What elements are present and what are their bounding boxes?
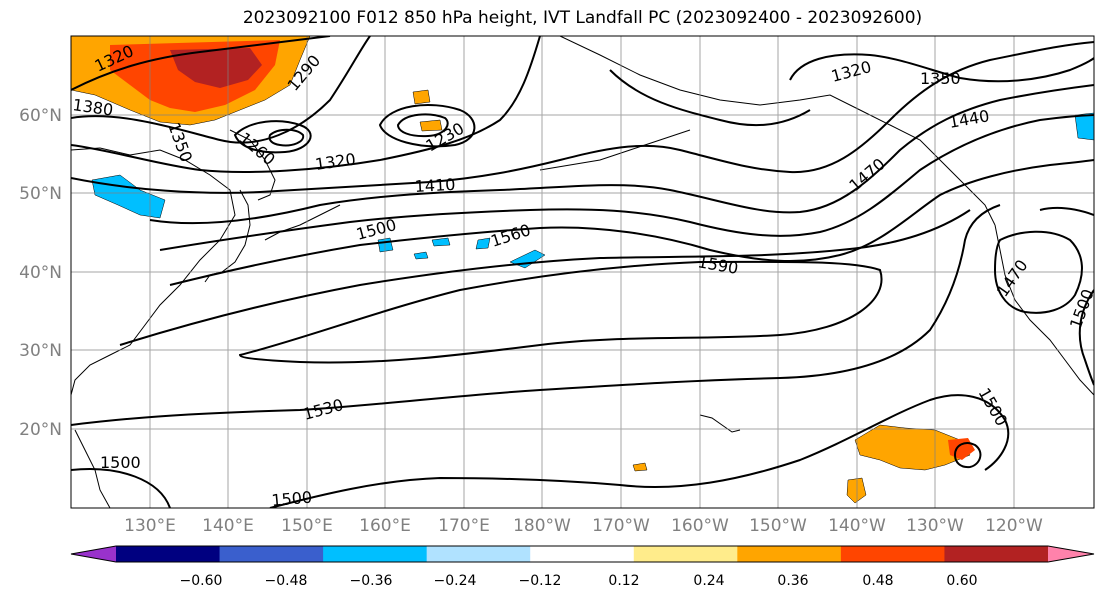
contour-line [149,84,1094,225]
contour-line [268,128,305,147]
colorbar-tick-label: 0.60 [946,573,977,589]
lon-label: 130°W [906,516,964,536]
contour-line [71,36,371,144]
ivt-positive-region [419,119,443,132]
contour-line [1039,206,1094,216]
contour-line [269,394,1010,508]
map-frame [70,35,1095,509]
coastlines [71,36,1094,508]
ivt-positive-region [170,48,262,88]
lon-label: 170°W [592,516,650,536]
lat-label: 50°N [19,184,62,204]
colorbar-tick-label: 0.36 [777,573,808,589]
contour-label: 1500 [100,453,141,472]
contour-line [71,36,331,91]
ivt-negative-region [431,237,451,247]
ivt-shading [71,36,975,504]
contour-line [71,204,1001,426]
coastline-aleutians [539,129,691,171]
lat-label: 20°N [19,420,62,440]
coastline-kamchatka [229,129,276,201]
ivt-positive-region [412,89,431,105]
colorbar-tick-label: 0.12 [608,573,639,589]
colorbar-tick-label: 0.24 [693,573,724,589]
colorbar-tick-label: −0.24 [434,573,477,589]
lon-label: 150°W [749,516,807,536]
lon-label: 140°E [202,516,254,536]
colorbar: −0.60 −0.48 −0.36 −0.24 −0.12 0.12 0.24 … [70,545,1095,589]
contour-line [1078,289,1094,386]
coastline-hawaii [699,414,741,433]
ivt-positive-region [854,424,971,471]
contour-line [71,41,1094,194]
colorbar-segment [633,546,738,562]
colorbar-extend-right [1048,546,1094,562]
colorbar-segment [323,546,428,562]
contour-label: 1500 [271,488,313,510]
coastline-asia [71,147,236,396]
contour-label: 1410 [414,175,456,196]
contour-line [71,36,541,173]
contour-line [159,114,1094,251]
colorbar-segments [71,546,1094,562]
lon-label: 170°E [438,516,490,536]
lon-label: 150°E [281,516,333,536]
lon-label: 140°W [828,516,886,536]
longitude-labels: 130°E 140°E 150°E 160°E 170°E 180°W 170°… [124,516,1043,536]
graticule [71,36,1094,508]
colorbar-tick-labels: −0.60 −0.48 −0.36 −0.24 −0.12 0.12 0.24 … [180,573,978,589]
ivt-positive-region [632,462,648,472]
contour-line [238,260,883,364]
lat-label: 40°N [19,263,62,283]
ivt-negative-region [1074,112,1094,141]
map-title: 2023092100 F012 850 hPa height, IVT Land… [242,8,923,28]
colorbar-segment [219,546,324,562]
ivt-negative-region [413,251,429,260]
lon-label: 160°E [359,516,411,536]
contour-line [993,230,1083,314]
colorbar-segment [116,546,221,562]
contour-line [119,209,971,346]
contour-line [378,104,476,148]
contour-line [233,120,312,154]
colorbar-outline [70,545,1095,563]
colorbar-segment [530,546,635,562]
lon-label: 180°W [513,516,571,536]
colorbar-segment [737,546,842,562]
colorbar-segment [840,546,945,562]
colorbar-extend-left [71,546,116,562]
height-contours [71,36,1094,508]
contour-line [169,159,1094,286]
colorbar-tick-label: −0.60 [180,573,223,589]
lat-label: 60°N [19,106,62,126]
contour-line [953,442,982,469]
contour-line [396,113,449,138]
contour-label: 1350 [920,69,961,88]
colorbar-tick-label: −0.48 [265,573,308,589]
contour-line [609,69,811,127]
lon-label: 160°W [671,516,729,536]
lon-label: 130°E [124,516,176,536]
lat-label: 30°N [19,341,62,361]
coastline-northamerica [994,224,1094,396]
latitude-labels: 60°N 50°N 40°N 30°N 20°N [19,106,62,440]
lon-label: 120°W [985,516,1043,536]
colorbar-segment [426,546,531,562]
ivt-negative-region [475,237,491,250]
coastline-alaska [559,36,996,226]
coastline-kurils [264,204,341,241]
colorbar-segment [944,546,1049,562]
colorbar-tick-label: −0.36 [350,573,393,589]
colorbar-tick-label: −0.12 [519,573,562,589]
colorbar-tick-label: 0.48 [862,573,893,589]
contour-line [71,468,171,508]
contour-line [789,53,1094,83]
